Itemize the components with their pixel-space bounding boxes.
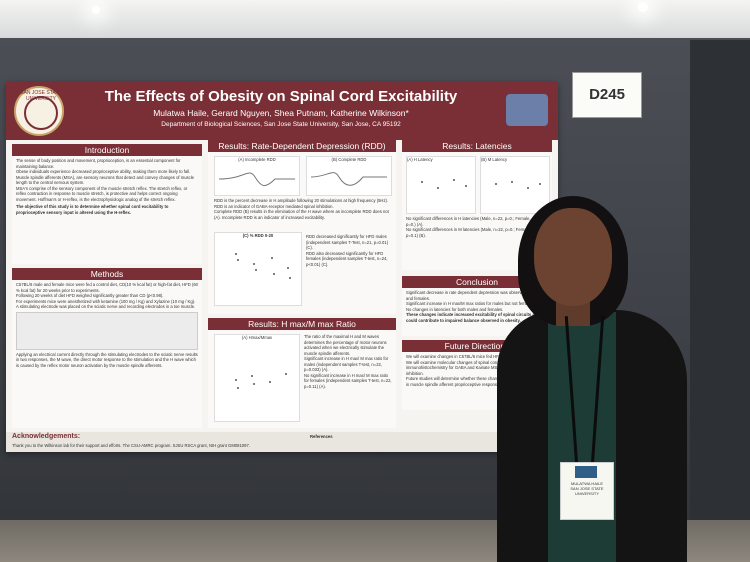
rdd-header: Results: Rate-Dependent Depression (RDD) xyxy=(208,140,396,152)
future-bullet: We will examine changes in C57BL/6 mice … xyxy=(406,354,542,359)
poster-authors: Mulatwa Haile, Gerard Nguyen, Shea Putna… xyxy=(153,108,409,118)
conclusion-bullet: No changes in latencies for both males a… xyxy=(406,306,504,312)
introduction-panel: Introduction The sense of body position … xyxy=(12,144,202,264)
badge-name: MULATWA HAILE xyxy=(570,481,603,486)
hmax-header: Results: H max/M max Ratio xyxy=(208,318,396,330)
ceiling-light xyxy=(92,6,100,14)
h-latency-plot: (A) H Latency xyxy=(406,156,476,214)
ceiling-light xyxy=(638,2,648,12)
conclusion-bullet: These changes indicate increased excitab… xyxy=(406,312,540,323)
latency-bullet: No significant differences in H latencie… xyxy=(406,216,543,227)
intro-bullet: Obese individuals experience decreased p… xyxy=(16,169,191,174)
badge-logo-icon xyxy=(575,466,597,478)
methods-bullet: Applying an electrical current directly … xyxy=(16,351,198,368)
rdd-trace-a: (A) Incomplete RDD xyxy=(214,156,300,196)
latencies-panel: Results: Latencies (A) H Latency (B) M L… xyxy=(402,140,552,270)
rdd-bullet: RDD is the percent decrease in H amplitu… xyxy=(214,198,389,203)
waveform-icon xyxy=(218,172,295,186)
objective-statement: The objective of this study is to determ… xyxy=(16,204,169,215)
rdd-scatter-plot: (C) % RDD 0-20 xyxy=(214,232,302,306)
seal-ring xyxy=(24,96,58,130)
methods-panel: Methods C57BL/6 male and female mice wer… xyxy=(12,268,202,428)
rdd-result: RDD decreased significantly for HFD male… xyxy=(306,234,389,250)
poster-title: The Effects of Obesity on Spinal Cord Ex… xyxy=(104,88,458,105)
poster-banner: SAN JOSE STATE UNIVERSITY The Effects of… xyxy=(6,82,558,140)
conclusion-bullet: Significant decrease in rate dependent d… xyxy=(406,290,543,301)
poster-department: Department of Biological Sciences, San J… xyxy=(161,121,401,128)
rdd-bullet: RDD is an indicator of GABA-receptor med… xyxy=(214,203,334,209)
h-latency-label: (A) H Latency xyxy=(407,157,433,162)
rdd-chart-label: (C) % RDD 0-20 xyxy=(242,233,274,238)
waveform-icon xyxy=(310,171,387,186)
research-poster: SAN JOSE STATE UNIVERSITY The Effects of… xyxy=(6,82,558,452)
intro-bullet: The sense of body position and movement,… xyxy=(16,158,181,169)
seal-text: SAN JOSE STATE UNIVERSITY xyxy=(20,90,62,102)
university-seal-icon: SAN JOSE STATE UNIVERSITY xyxy=(14,86,64,136)
board-frame xyxy=(690,40,750,520)
methods-diagram xyxy=(16,311,198,350)
hmax-scatter-plot: (A) Hmax/Mmax xyxy=(214,334,300,422)
future-bullet: Future studies will determine whether th… xyxy=(406,376,545,387)
methods-bullet: Following 20 weeks of diet HFD weighed s… xyxy=(16,293,164,298)
rdd-trace-b: (B) Complete RDD xyxy=(306,156,392,196)
methods-bullet: For experiments mice were anesthetized w… xyxy=(16,298,196,310)
presenter-face xyxy=(534,208,612,306)
intro-bullet: MSA's comprise of the sensory component … xyxy=(16,185,188,202)
methods-bullet: C57BL/6 male and female mice were fed a … xyxy=(16,282,199,293)
m-latency-plot: (B) M Latency xyxy=(480,156,550,214)
rdd-trace-a-label: (A) Incomplete RDD xyxy=(238,157,276,162)
hmax-bullet: The ratio of the maximal H and M waves d… xyxy=(304,334,387,356)
presenter-shirt xyxy=(548,312,616,562)
booth-number-sign: D245 xyxy=(572,72,642,118)
latency-bullet: No significant differences in M latencie… xyxy=(406,227,543,238)
name-badge: MULATWA HAILE SAN JOSE STATE UNIVERSITY xyxy=(560,462,614,520)
acknowledgements-header: Acknowledgements: xyxy=(12,433,81,440)
hmax-bullet: No significant increase in H max/ M max … xyxy=(304,372,392,389)
methods-header: Methods xyxy=(12,268,202,280)
intro-bullet: Muscle spindle afferents (MSA), are sens… xyxy=(16,174,194,186)
rdd-bullet: Complete RDD (B) results in the eliminat… xyxy=(214,209,389,220)
future-bullet: We will examine molecular changes of spi… xyxy=(406,359,540,376)
conclusion-bullet: Significant increase in H max/M max rati… xyxy=(406,301,535,306)
rdd-panel: Results: Rate-Dependent Depression (RDD)… xyxy=(208,140,396,314)
acknowledgements-bar: Acknowledgements: Thank you to the Wilki… xyxy=(6,432,558,452)
hmax-panel: Results: H max/M max Ratio (A) Hmax/Mmax… xyxy=(208,318,396,428)
latencies-header: Results: Latencies xyxy=(402,140,552,152)
conclusion-header: Conclusion xyxy=(402,276,552,288)
acknowledgements-text: Thank you to the Wilkinson lab for their… xyxy=(12,443,250,448)
sponsor-logo-icon xyxy=(506,94,548,126)
rdd-result: RDD also decreased significantly for HFD… xyxy=(306,250,388,267)
hmax-bullet: Significant increase in H max/ M max rat… xyxy=(304,356,389,372)
badge-org: SAN JOSE STATE UNIVERSITY xyxy=(570,486,604,496)
references-label: References xyxy=(310,434,333,439)
introduction-header: Introduction xyxy=(12,144,202,156)
hmax-chart-label: (A) Hmax/Mmax xyxy=(241,335,273,340)
m-latency-label: (B) M Latency xyxy=(481,157,508,162)
rdd-trace-b-label: (B) Complete RDD xyxy=(331,157,367,162)
